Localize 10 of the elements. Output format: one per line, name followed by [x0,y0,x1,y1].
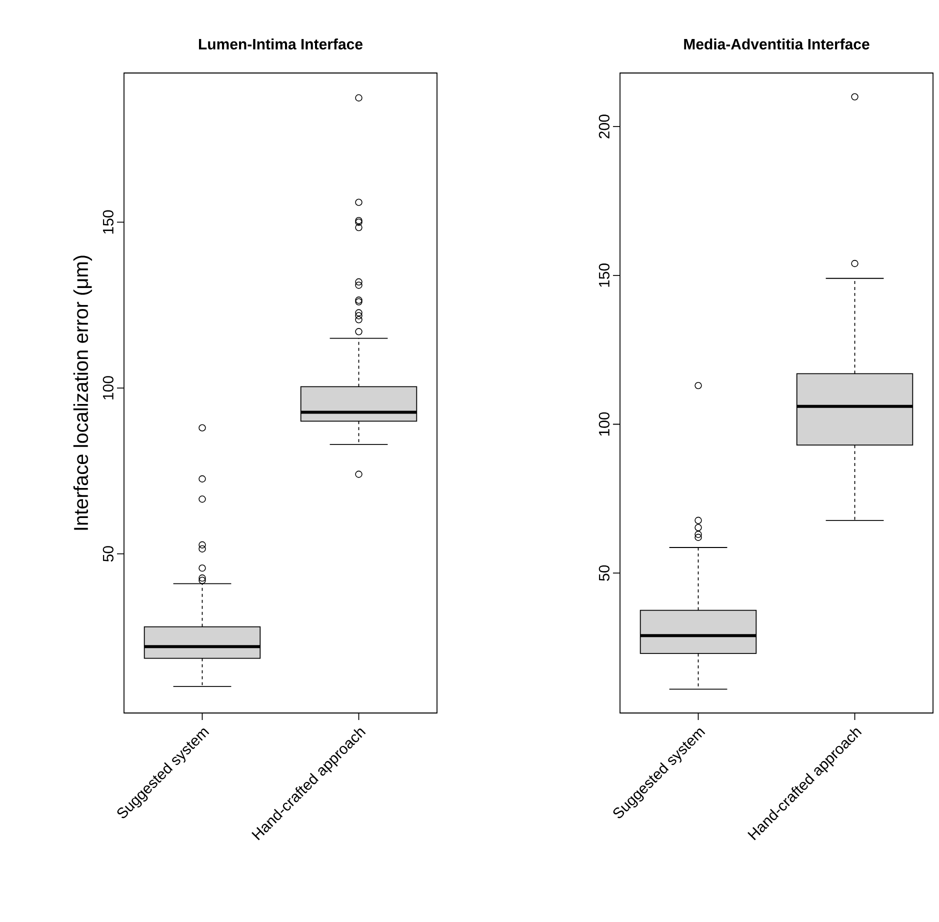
y-tick-label: 150 [598,263,610,287]
y-tick-label: 100 [598,412,610,436]
y-tick-label: 50 [102,546,114,562]
chart-title: Lumen-Intima Interface [198,38,362,50]
y-axis-title: Interface localization error (μm) [73,256,92,530]
chart-title: Media-Adventitia Interface [684,38,870,50]
y-tick-label: 200 [598,114,610,138]
y-tick-label: 50 [598,565,610,581]
y-tick-label: 100 [102,376,114,400]
y-tick-label: 150 [102,210,114,234]
